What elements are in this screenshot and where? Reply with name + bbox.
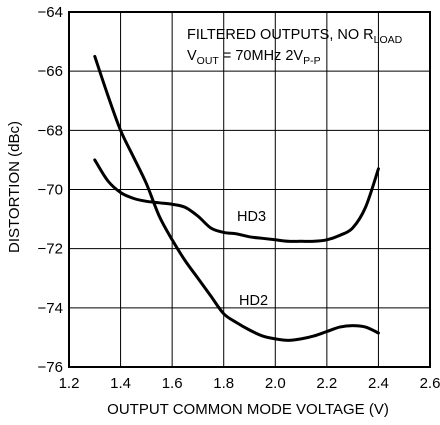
y-tick-label: −72: [38, 241, 63, 258]
x-tick-labels: 1.2 1.4 1.6 1.8 2.0 2.2 2.4 2.6: [59, 375, 440, 392]
grid: [69, 12, 430, 367]
y-tick-label: −70: [38, 182, 63, 199]
svg-text:VOUT = 70MHz 2VP-P: VOUT = 70MHz 2VP-P: [187, 48, 321, 67]
y-tick-label: −64: [38, 4, 63, 21]
x-tick-label: 2.0: [265, 375, 286, 392]
annotation-line2-sub: P-P: [303, 55, 321, 67]
annotation-line1: FILTERED OUTPUTS, NO R: [187, 27, 374, 43]
plot-frame: [68, 11, 431, 368]
series-label-hd3: HD3: [237, 209, 266, 225]
y-tick-label: −76: [38, 359, 63, 376]
y-tick-labels: −64 −66 −68 −70 −72 −74 −76: [38, 4, 63, 376]
x-tick-label: 1.6: [162, 375, 183, 392]
y-tick-label: −68: [38, 122, 63, 139]
y-tick-label: −66: [38, 63, 63, 80]
x-tick-label: 1.4: [110, 375, 131, 392]
x-tick-label: 2.4: [368, 375, 389, 392]
conditions-annotation: FILTERED OUTPUTS, NO RLOAD VOUT = 70MHz …: [187, 27, 403, 67]
svg-text:FILTERED OUTPUTS, NO RLOAD: FILTERED OUTPUTS, NO RLOAD: [187, 27, 403, 46]
annotation-vout: V: [187, 48, 197, 64]
series-line-hd2: [93, 54, 380, 342]
annotation-line1-sub: LOAD: [374, 34, 403, 46]
x-axis-title: OUTPUT COMMON MODE VOLTAGE (V): [107, 401, 389, 418]
series-line-hd3: [93, 158, 380, 243]
annotation-vout-sub: OUT: [197, 55, 220, 67]
y-tick-label: −74: [38, 300, 63, 317]
y-axis-title: DISTORTION (dBc): [6, 121, 23, 253]
x-tick-label: 1.8: [213, 375, 234, 392]
series-lines: [93, 54, 380, 342]
x-tick-label: 2.2: [316, 375, 337, 392]
series-label-hd2: HD2: [239, 293, 268, 309]
x-tick-label: 2.6: [420, 375, 440, 392]
x-tick-label: 1.2: [59, 375, 80, 392]
annotation-line2: = 70MHz 2V: [219, 48, 304, 64]
